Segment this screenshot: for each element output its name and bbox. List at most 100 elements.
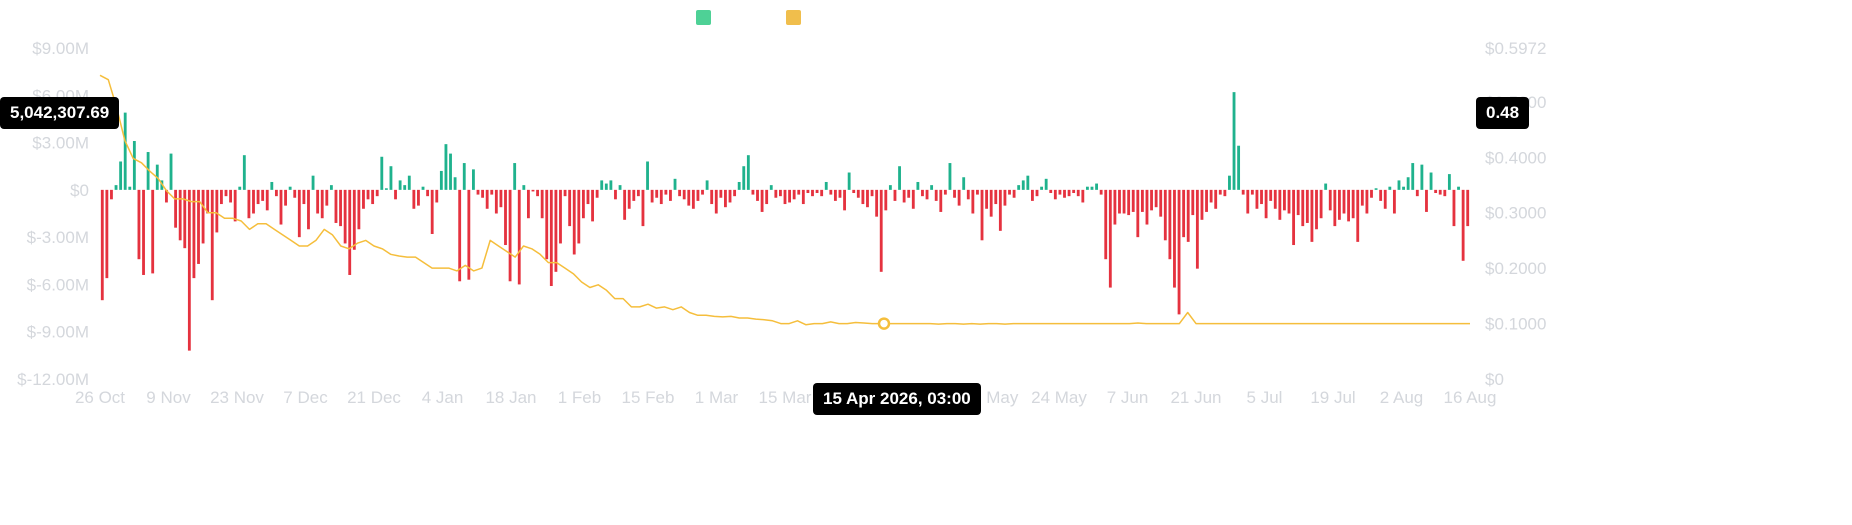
bar[interactable] [499,189,503,208]
bar[interactable] [659,189,663,205]
bar[interactable] [1058,189,1062,195]
bar[interactable] [517,189,521,285]
bar[interactable] [1076,189,1080,197]
bar[interactable] [508,189,512,282]
bar[interactable] [943,189,947,195]
bar[interactable] [614,189,617,200]
bar[interactable] [178,189,182,241]
bar[interactable] [476,189,480,195]
bar[interactable] [843,189,846,211]
bar[interactable] [957,189,961,206]
bar[interactable] [146,152,150,190]
bar[interactable] [568,189,572,227]
bar[interactable] [1397,180,1401,190]
bar[interactable] [833,189,837,201]
bar[interactable] [939,189,943,212]
bar[interactable] [852,189,856,194]
bar[interactable] [815,189,819,194]
bar[interactable] [151,189,155,274]
bar[interactable] [1205,189,1208,212]
bar[interactable] [1296,189,1300,216]
bar[interactable] [696,189,700,201]
bar[interactable] [417,189,420,206]
bar[interactable] [733,189,737,197]
bar[interactable] [902,189,906,203]
bar[interactable] [1104,189,1108,260]
bar[interactable] [1333,189,1337,227]
bar[interactable] [334,189,338,223]
bar[interactable] [650,189,654,203]
bar[interactable] [545,189,549,260]
bar[interactable] [187,189,191,351]
bar[interactable] [824,181,828,190]
bar[interactable] [1383,189,1387,209]
bar[interactable] [581,189,585,219]
bar[interactable] [1443,189,1447,197]
bar[interactable] [357,189,361,230]
bar[interactable] [788,189,791,203]
bar[interactable] [412,189,416,209]
bar[interactable] [966,189,970,200]
bar[interactable] [1287,189,1291,214]
bar[interactable] [1406,177,1410,190]
bar[interactable] [132,141,136,190]
bar[interactable] [769,185,773,190]
bar[interactable] [362,189,365,209]
bar[interactable] [380,156,384,190]
bar[interactable] [636,189,640,197]
bar[interactable] [888,185,892,190]
bar[interactable] [783,189,787,205]
bar[interactable] [504,189,507,246]
bar[interactable] [274,189,278,197]
bar[interactable] [724,189,727,208]
bar[interactable] [220,189,223,205]
bar[interactable] [197,189,200,264]
bar[interactable] [1127,189,1131,216]
bar[interactable] [320,189,324,219]
bar[interactable] [1241,189,1245,195]
bar[interactable] [760,189,764,212]
bar[interactable] [746,155,750,190]
bar[interactable] [563,189,567,197]
bar[interactable] [1008,189,1011,195]
bar[interactable] [449,153,452,190]
bar[interactable] [100,189,104,301]
bar[interactable] [165,189,168,203]
bar[interactable] [453,177,457,190]
bar[interactable] [779,189,782,197]
bar[interactable] [705,180,709,190]
bar[interactable] [673,178,677,190]
bar[interactable] [609,180,613,190]
bar[interactable] [352,189,356,250]
bar[interactable] [623,189,627,220]
bar[interactable] [751,189,755,195]
bar[interactable] [174,189,178,228]
bar[interactable] [247,189,251,219]
bar[interactable] [1379,189,1383,201]
bar[interactable] [1195,189,1199,269]
bar[interactable] [494,189,498,214]
bar[interactable] [238,186,242,190]
bar[interactable] [1003,189,1007,206]
bar[interactable] [288,186,292,190]
bar[interactable] [1214,189,1218,209]
bar[interactable] [765,189,769,205]
bar[interactable] [1108,189,1112,288]
bar[interactable] [1063,189,1066,198]
bar[interactable] [398,180,402,190]
bar[interactable] [297,189,301,238]
bar[interactable] [206,189,210,214]
bar[interactable] [270,181,274,190]
bar[interactable] [192,189,196,279]
bar[interactable] [1163,189,1167,241]
bar[interactable] [1031,189,1034,201]
bar[interactable] [1136,189,1140,238]
bar[interactable] [911,189,915,209]
bar[interactable] [1090,186,1094,190]
bar[interactable] [1260,189,1263,205]
bar[interactable] [1273,189,1277,209]
bar[interactable] [128,186,132,190]
bar[interactable] [1402,186,1405,190]
bar[interactable] [737,181,741,190]
bar[interactable] [293,189,297,198]
